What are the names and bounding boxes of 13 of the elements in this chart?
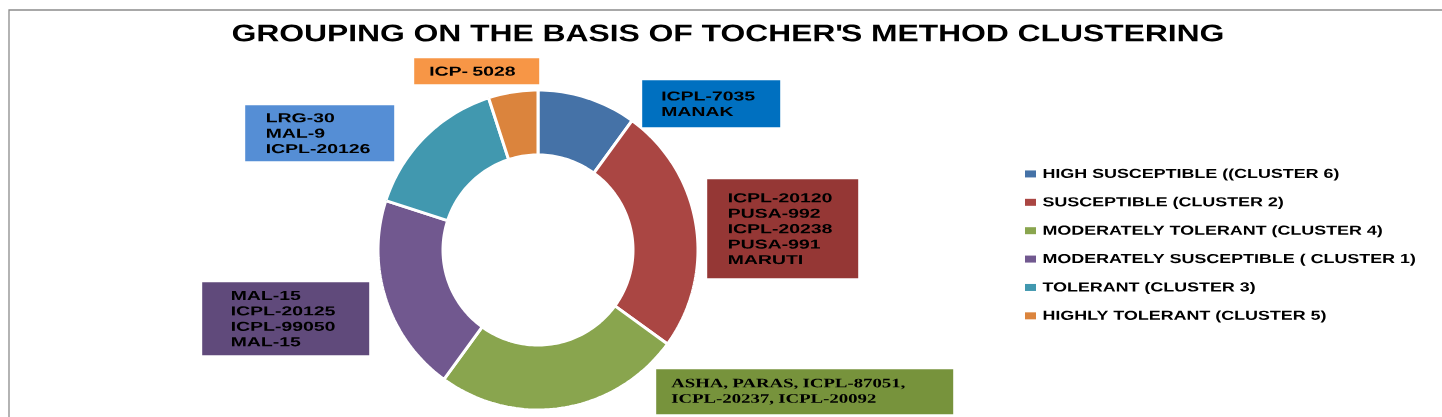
legend-label: MODERATELY TOLERANT (CLUSTER 4) — [1043, 225, 1382, 238]
text: LRG-30 MAL-9 ICPL-20126 — [267, 113, 370, 154]
legend-label: HIGHLY TOLERANT (CLUSTER 5) — [1043, 310, 1326, 323]
legend-label: HIGH SUSCEPTIBLE ((CLUSTER 6) — [1043, 168, 1339, 181]
text: ICPL-20120 PUSA-992 ICPL-20238 PUSA-991 MARUTI — [729, 193, 832, 265]
legend-label: SUSCEPTIBLE (CLUSTER 2) — [1043, 196, 1283, 209]
chart-title: GROUPING ON THE BASIS OF TOCHER'S METHOD CLUSTERING — [232, 24, 1223, 42]
text: MAL-15 ICPL-20125 ICPL-99050 MAL-15 — [232, 291, 335, 347]
text: ASHA, PARAS, ICPL-87051, ICPL-20237, ICPL-20092 — [671, 378, 905, 405]
legend-label: TOLERANT (CLUSTER 3) — [1042, 282, 1255, 295]
text: ICP- 5028 — [430, 66, 515, 76]
text: ICPL-7035 MANAK — [662, 91, 755, 116]
legend-label: MODERATELY SUSCEPTIBLE ( CLUSTER 1) — [1043, 253, 1415, 266]
